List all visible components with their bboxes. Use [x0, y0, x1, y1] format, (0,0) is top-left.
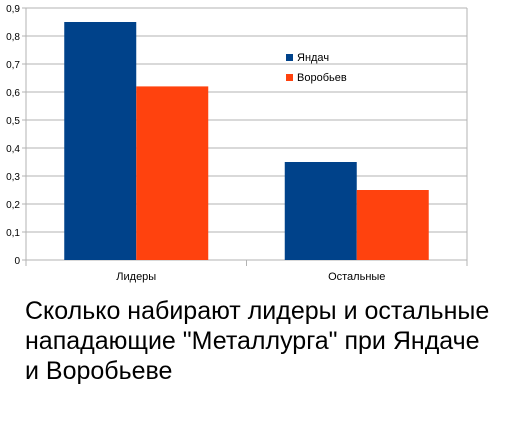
x-axis-labels: Лидеры Остальные — [116, 271, 385, 283]
bar-vorobyev-1 — [356, 190, 429, 260]
y-axis-ticks: 0 0,1 0,2 0,3 0,4 0,5 0,6 0,7 0,8 0,9 — [6, 4, 20, 267]
y-tick-label: 0,5 — [6, 116, 20, 127]
y-tick-label: 0,3 — [6, 172, 20, 183]
legend-label: Воробьев — [297, 72, 347, 84]
bar-yandach-0 — [64, 22, 137, 260]
legend-swatch — [286, 74, 293, 81]
chart-caption: Сколько набирают лидеры и остальные напа… — [25, 297, 490, 385]
legend-label: Яндач — [297, 52, 329, 64]
bar-yandach-1 — [284, 162, 357, 260]
bar-vorobyev-0 — [136, 86, 209, 261]
x-category-label: Лидеры — [116, 271, 156, 283]
y-tick-label: 0,6 — [6, 88, 20, 99]
legend-swatch — [286, 54, 293, 61]
y-tick-label: 0,7 — [6, 60, 20, 71]
y-tick-label: 0,1 — [6, 228, 20, 239]
bar-chart: 0 0,1 0,2 0,3 0,4 0,5 0,6 0,7 0,8 0,9 Лидеры Остал… — [6, 4, 468, 283]
y-tick-label: 0,8 — [6, 32, 20, 43]
y-tick-label: 0,9 — [6, 4, 20, 15]
legend: Яндач Воробьев — [286, 52, 347, 84]
y-tick-label: 0 — [14, 256, 20, 267]
x-category-label: Остальные — [328, 271, 385, 283]
bars — [64, 22, 429, 261]
y-tick-label: 0,2 — [6, 200, 20, 211]
y-tick-label: 0,4 — [6, 144, 20, 155]
